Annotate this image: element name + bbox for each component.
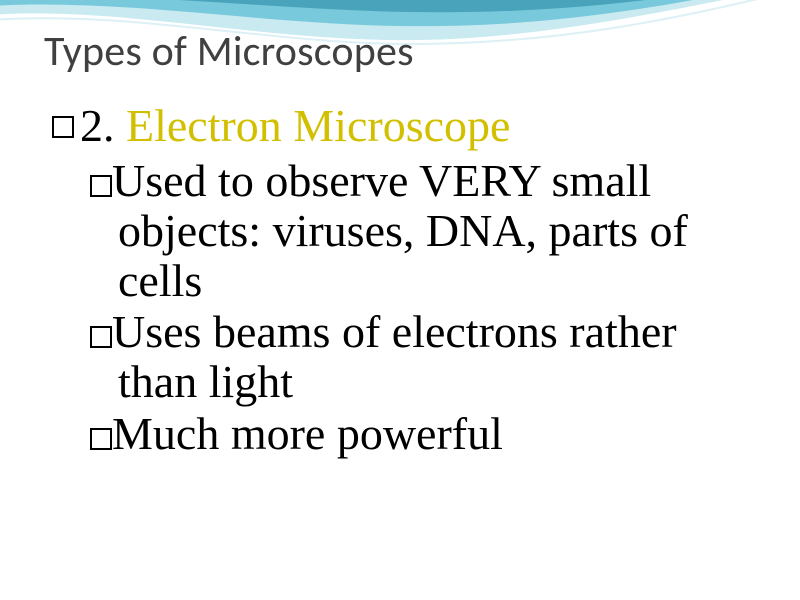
level2-item: Used to observe VERY small objects: viru… [90,156,760,305]
level2-list: Used to observe VERY small objects: viru… [90,156,760,458]
level2-item: Uses beams of electrons rather than ligh… [90,307,760,406]
slide-title: Types of Microscopes [44,26,414,77]
level2-text: Much more powerful [112,408,503,459]
level1-heading: Electron Microscope [126,100,510,151]
square-bullet-icon [90,175,112,197]
square-bullet-icon [90,428,112,450]
level2-text: Uses beams of electrons rather than ligh… [112,306,677,407]
level1-item: 2. Electron Microscope [52,102,760,150]
level2-text: Used to observe VERY small objects: viru… [112,155,688,305]
slide: Types of Microscopes 2. Electron Microsc… [0,0,800,600]
slide-body: 2. Electron Microscope Used to observe V… [52,102,760,460]
level2-item: Much more powerful [90,409,760,459]
level1-number: 2. [80,100,126,151]
square-bullet-icon [52,116,74,138]
square-bullet-icon [90,326,112,348]
